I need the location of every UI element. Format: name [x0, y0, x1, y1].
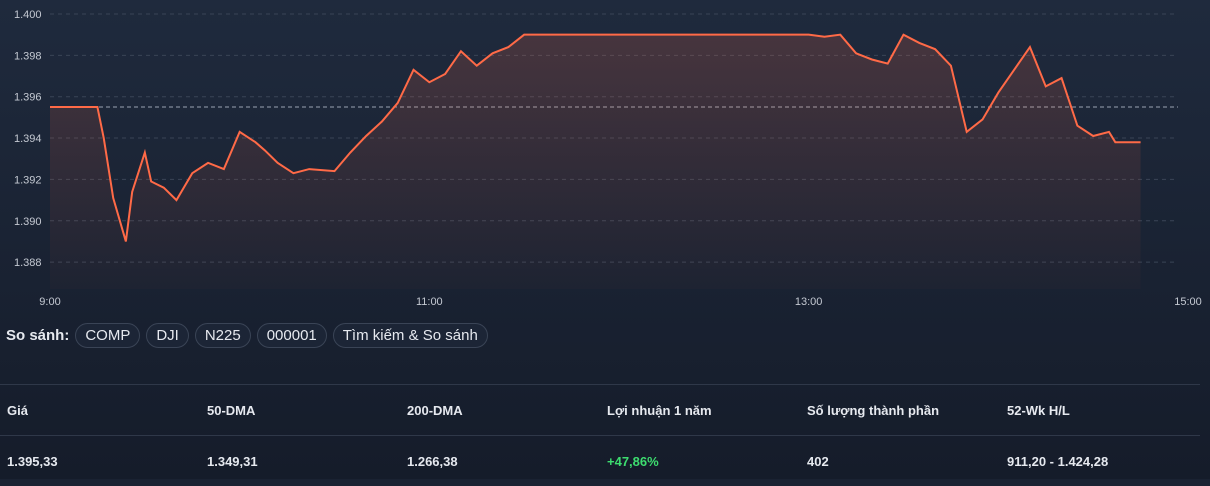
y-tick-label: 1.394: [14, 133, 42, 145]
stat-value: 402: [807, 453, 829, 469]
y-tick-label: 1.390: [14, 216, 42, 228]
stat-value: 1.349,31: [207, 453, 258, 469]
compare-chip[interactable]: DJI: [146, 322, 189, 348]
stat-value: 911,20 - 1.424,28: [1007, 453, 1109, 469]
y-tick-label: 1.396: [14, 92, 42, 104]
y-tick-label: 1.388: [14, 257, 42, 269]
area: [50, 34, 1141, 289]
header-row: Giá 50-DMA 200-DMA Lợi nhuận 1 năm Số lượng …: [0, 385, 1200, 436]
stat-header: 50-DMA: [207, 402, 256, 418]
y-tick-label: 1.400: [14, 9, 42, 21]
x-tick-label: 9:00: [39, 296, 60, 308]
y-tick-label: 1.392: [14, 174, 42, 186]
stat-value: +47,86%: [607, 453, 659, 469]
stat-header: Lợi nhuận 1 năm: [607, 402, 712, 418]
stat-header: 200-DMA: [407, 402, 463, 418]
compare-chip[interactable]: 000001: [256, 322, 327, 348]
x-tick-label: 11:00: [416, 296, 443, 308]
stat-header: 52-Wk H/L: [1007, 402, 1070, 418]
x-tick-label: 15:00: [1174, 296, 1202, 308]
line: [50, 33, 1141, 242]
stats-table: Giá 50-DMA 200-DMA Lợi nhuận 1 năm Số lượng …: [0, 384, 1200, 486]
stat-header: Số lượng thành phần: [807, 402, 940, 418]
stat-value: 1.395,33: [7, 453, 58, 469]
y-tick-label: 1.398: [14, 50, 42, 62]
x-tick-label: 13:00: [795, 296, 823, 308]
compare-label: So sánh:: [6, 326, 70, 344]
stat-value: 1.266,38: [407, 453, 458, 469]
search-chip[interactable]: Tìm kiếm & So sánh: [332, 322, 488, 348]
compare-bar: So sánh: COMP DJI N225 000001 Tìm kiếm & So …: [6, 322, 488, 348]
value-row: 1.395,33 1.349,31 1.266,38 +47,86% 402 911,20…: [0, 436, 1200, 486]
compare-chip[interactable]: N225: [194, 322, 251, 348]
compare-chip[interactable]: COMP: [75, 322, 141, 348]
chart: 1.400 1.398 1.396 1.394 1.392 1.390 1.388 9:00 1…: [14, 9, 1202, 308]
stat-header: Giá: [7, 402, 28, 418]
